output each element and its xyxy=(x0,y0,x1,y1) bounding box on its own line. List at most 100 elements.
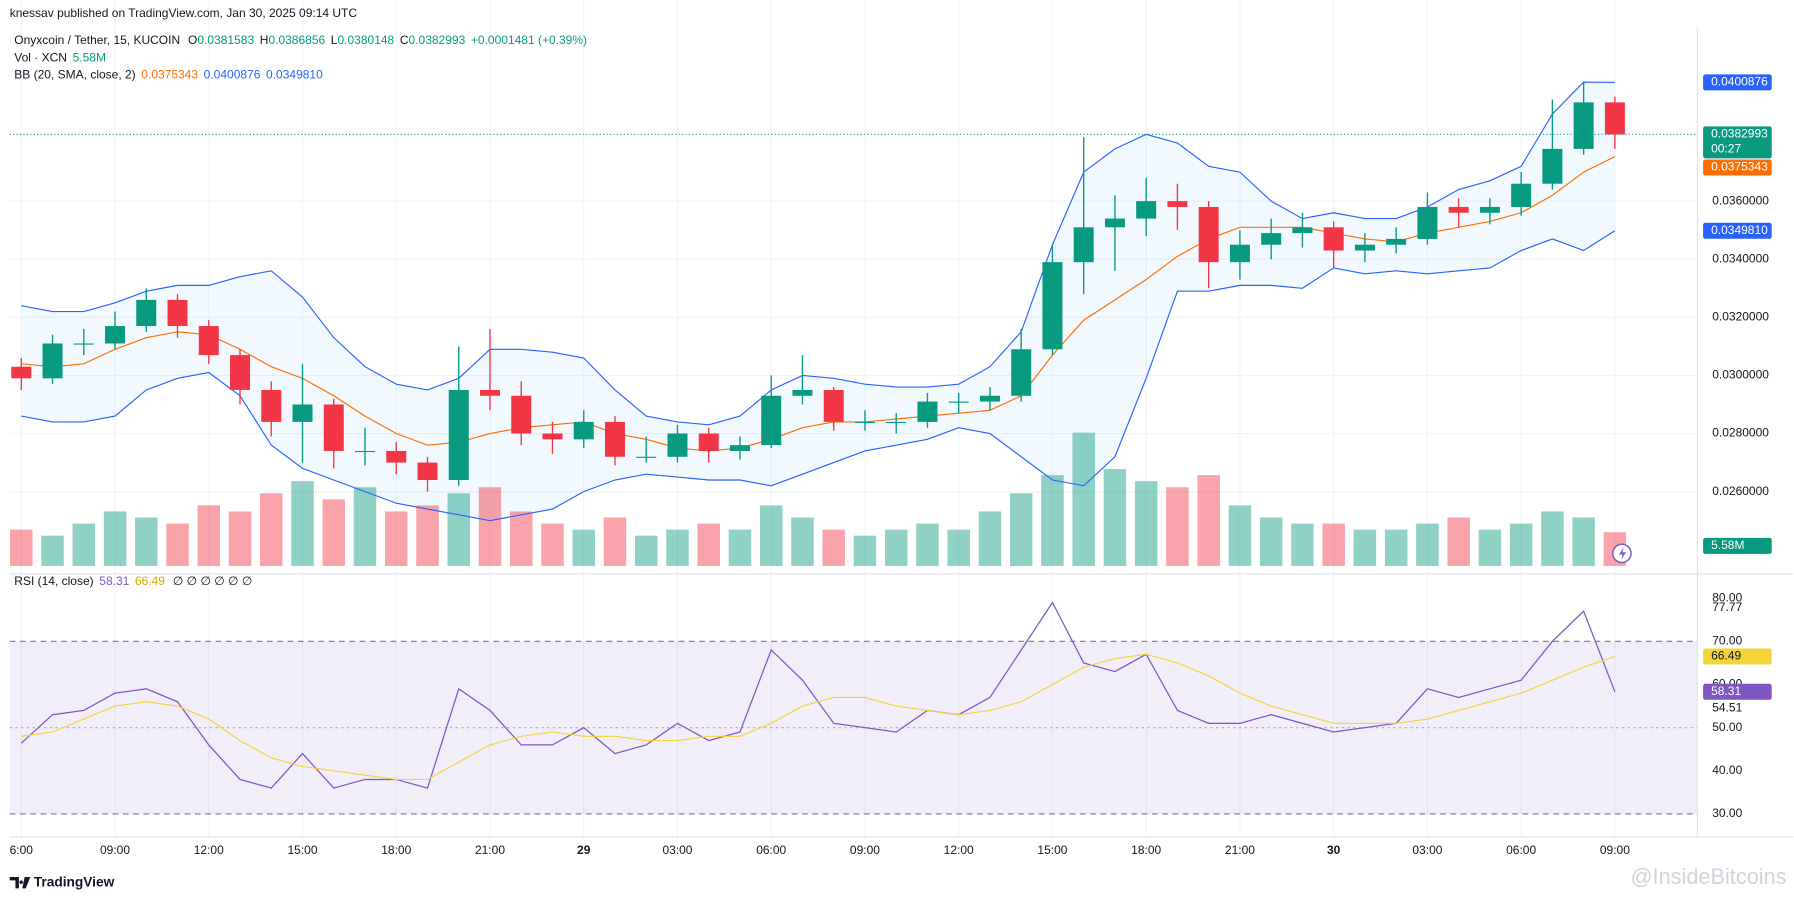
rsi-inputs: ∅ ∅ ∅ ∅ ∅ ∅ xyxy=(173,574,252,588)
bb-basis-value: 0.0375343 xyxy=(141,68,198,82)
candle-body xyxy=(1073,227,1094,263)
grid-layer xyxy=(9,0,1698,837)
y-tick-label: 0.0360000 xyxy=(1712,193,1769,207)
candle-body xyxy=(323,404,344,451)
rsi-tick-label: 40.00 xyxy=(1712,763,1742,777)
x-tick-label: 09:00 xyxy=(1600,843,1630,857)
candle-body xyxy=(479,389,500,396)
candle-body xyxy=(1448,206,1469,213)
y-tick-label: 0.0260000 xyxy=(1712,484,1769,498)
basis-badge xyxy=(1703,159,1772,176)
volume-bar xyxy=(1384,529,1408,566)
volume-bar xyxy=(1072,432,1095,566)
x-tick-label: 09:00 xyxy=(100,843,130,857)
volume-bar xyxy=(197,505,221,566)
volume-bar xyxy=(978,511,1002,566)
x-tick-label: 06:00 xyxy=(1506,843,1536,857)
volume-layer xyxy=(10,432,1627,566)
volume-bar xyxy=(1572,517,1595,566)
fill-layer xyxy=(9,82,1698,815)
upper-badge-text: 0.0400876 xyxy=(1711,75,1768,89)
bb-upper-value: 0.0400876 xyxy=(204,68,261,82)
rsi-level-label: 77.77 xyxy=(1712,600,1742,614)
x-tick-label: 6:00 xyxy=(10,843,34,857)
volume-bar xyxy=(1166,487,1189,566)
ohlc-value: 0.0381583 xyxy=(197,33,254,47)
x-tick-label: 15:00 xyxy=(1037,843,1067,857)
candle-body xyxy=(1386,238,1407,245)
rsi-ma-value: 66.49 xyxy=(135,574,165,588)
volume-bar xyxy=(1009,493,1033,566)
y-tick-label: 0.0320000 xyxy=(1712,310,1769,324)
rsi-ma-line xyxy=(21,653,1616,781)
price-badge-text: 00:27 xyxy=(1711,141,1741,155)
volume-name: Vol · XCN xyxy=(14,50,67,64)
candle-body xyxy=(167,299,188,327)
ohlc-value: 0.0380148 xyxy=(338,33,395,47)
bb-background xyxy=(21,82,1615,521)
candle-body xyxy=(1354,244,1375,251)
alert-icon[interactable] xyxy=(1612,543,1632,564)
candle-body xyxy=(448,389,469,481)
volume-bar xyxy=(541,523,564,566)
line-layer xyxy=(9,81,1698,789)
basis-badge-text: 0.0375343 xyxy=(1711,160,1768,174)
volume-bar xyxy=(1322,523,1345,566)
volume-bar xyxy=(447,493,470,566)
volume-legend: Vol · XCN 5.58M xyxy=(14,50,106,64)
x-tick-label: 03:00 xyxy=(1412,843,1442,857)
candle-body xyxy=(1011,349,1032,396)
candle-body xyxy=(698,433,719,451)
volume-bar xyxy=(1041,475,1064,566)
symbol-title: Onyxcoin / Tether, 15, KUCOIN xyxy=(14,33,180,47)
tradingview-logo: TradingView xyxy=(9,874,115,889)
candle-body xyxy=(573,421,594,440)
x-tick-label: 12:00 xyxy=(944,843,974,857)
candle-body xyxy=(823,389,844,422)
ohlc-value: 0.0382993 xyxy=(409,33,466,47)
candle-body xyxy=(792,389,813,396)
volume-bar xyxy=(603,517,627,566)
ohlc-letter: L xyxy=(331,33,338,47)
volume-bar xyxy=(228,511,252,566)
ohlc-letter: H xyxy=(260,33,269,47)
change-value: +0.0001481 xyxy=(471,33,535,47)
alert-bolt xyxy=(1619,547,1626,560)
candle-body xyxy=(1104,218,1125,228)
candle-body xyxy=(292,404,313,422)
candle-body xyxy=(1136,201,1157,219)
volume-bar xyxy=(10,529,33,566)
rsi-ma-badge-text: 66.49 xyxy=(1711,649,1741,663)
y-tick-label: 0.0300000 xyxy=(1712,368,1769,382)
y-tick-label: 0.0340000 xyxy=(1712,251,1769,265)
price-badge xyxy=(1703,126,1772,159)
volume-bar xyxy=(1134,481,1158,566)
candle-body xyxy=(136,299,157,327)
x-tick-label: 18:00 xyxy=(1131,843,1161,857)
candle-body xyxy=(1323,227,1344,251)
volume-bar xyxy=(166,523,189,566)
candle-body xyxy=(948,401,969,403)
x-tick-label: 30 xyxy=(1327,843,1341,857)
candle-body xyxy=(417,462,438,481)
rsi-tick-label: 30.00 xyxy=(1712,806,1742,820)
bb-name: BB (20, SMA, close, 2) xyxy=(14,68,135,82)
label-layer: 6:00 09:00 12:00 15:00 18:00 21:00 29 03:00 06:0… xyxy=(10,74,1772,857)
candle-body xyxy=(1167,201,1188,207)
published-note: knessav published on TradingView.com, Ja… xyxy=(10,6,358,20)
candle-body xyxy=(73,343,94,345)
lower-badge xyxy=(1703,222,1772,239)
volume-bar xyxy=(1291,523,1314,566)
rsi-value: 58.31 xyxy=(99,574,129,588)
x-tick-label: 03:00 xyxy=(662,843,692,857)
bb-legend: BB (20, SMA, close, 2) 0.0375343 0.04008… xyxy=(14,68,323,82)
rsi-name: RSI (14, close) xyxy=(14,574,93,588)
candle-body xyxy=(386,450,407,463)
volume-bar xyxy=(353,487,377,566)
candle-body xyxy=(1417,206,1438,239)
volume-bar xyxy=(634,535,658,566)
volume-bar xyxy=(1353,529,1377,566)
volume-bar xyxy=(666,529,689,566)
